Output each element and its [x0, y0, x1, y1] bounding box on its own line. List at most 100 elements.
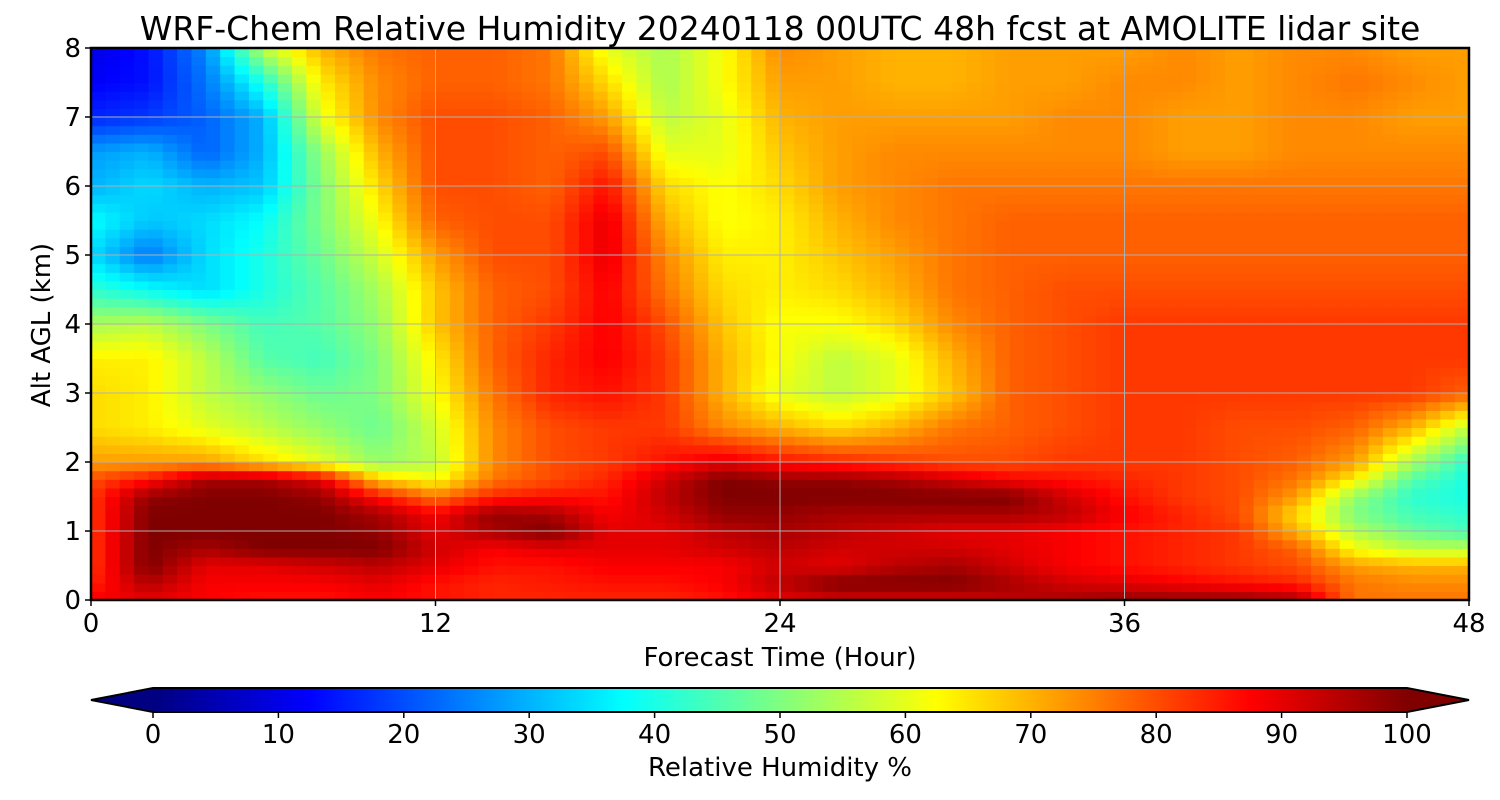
heatmap-cell [435, 306, 451, 316]
heatmap-cell [335, 272, 350, 282]
heatmap-cell [521, 341, 537, 351]
heatmap-cell [1124, 531, 1140, 541]
heatmap-cell [780, 246, 795, 256]
heatmap-cell [306, 341, 322, 351]
heatmap-cell [823, 160, 839, 170]
heatmap-cell [909, 565, 925, 575]
heatmap-cell [823, 298, 839, 308]
heatmap-cell [823, 436, 839, 446]
heatmap-cell [421, 263, 437, 273]
heatmap-cell [306, 375, 322, 385]
heatmap-cell [1425, 332, 1441, 342]
heatmap-cell [909, 513, 925, 523]
heatmap-cell [823, 496, 839, 506]
heatmap-cell [1210, 427, 1226, 437]
heatmap-cell [622, 565, 638, 575]
heatmap-cell [636, 470, 652, 480]
heatmap-cell [851, 237, 867, 247]
heatmap-cell [1153, 211, 1169, 222]
heatmap-cell [248, 513, 264, 523]
heatmap-cell [736, 427, 752, 437]
heatmap-cell [492, 556, 508, 567]
heatmap-cell [751, 289, 767, 299]
heatmap-cell [1153, 237, 1169, 247]
heatmap-cell [507, 427, 523, 437]
heatmap-cell [1368, 479, 1384, 489]
heatmap-cell [378, 582, 394, 592]
heatmap-cell [823, 470, 839, 480]
heatmap-cell [1009, 418, 1025, 429]
heatmap-cell [909, 591, 925, 601]
heatmap-cell [564, 229, 580, 239]
heatmap-cell [1454, 462, 1470, 472]
heatmap-cell [665, 341, 681, 351]
heatmap-cell [105, 436, 121, 446]
heatmap-cell [952, 263, 968, 273]
heatmap-cell [823, 591, 839, 601]
heatmap-cell [148, 211, 164, 222]
heatmap-cell [1354, 211, 1370, 222]
heatmap-cell [248, 229, 264, 239]
heatmap-cell [607, 453, 623, 463]
heatmap-cell [1024, 229, 1039, 239]
heatmap-cell [363, 298, 379, 308]
heatmap-cell [980, 393, 996, 403]
heatmap-cell [205, 246, 221, 256]
heatmap-cell [995, 341, 1011, 351]
heatmap-cell [1368, 444, 1384, 454]
heatmap-cell [291, 427, 307, 437]
heatmap-cell [1196, 574, 1212, 584]
heatmap-cell [679, 496, 695, 506]
heatmap-cell [464, 539, 480, 549]
heatmap-cell [435, 315, 451, 325]
heatmap-cell [105, 263, 121, 273]
heatmap-cell [564, 496, 580, 506]
heatmap-cell [421, 229, 437, 239]
heatmap-cell [564, 306, 580, 316]
heatmap-cell [837, 220, 853, 230]
heatmap-cell [1167, 315, 1183, 325]
heatmap-cell [1253, 220, 1269, 230]
heatmap-cell [1354, 444, 1370, 454]
heatmap-cell [894, 565, 910, 575]
heatmap-cell [1124, 220, 1140, 230]
heatmap-cell [794, 487, 810, 498]
heatmap-cell [134, 229, 150, 239]
heatmap-cell [1167, 410, 1183, 420]
heatmap-cell [1239, 332, 1255, 342]
heatmap-cell [837, 393, 853, 403]
heatmap-cell [1397, 237, 1413, 247]
heatmap-cell [335, 505, 350, 515]
heatmap-cell [1282, 203, 1298, 213]
heatmap-cell [650, 220, 666, 230]
heatmap-cell [780, 582, 795, 592]
heatmap-cell [1210, 487, 1226, 498]
heatmap-cell [535, 522, 551, 532]
heatmap-cell [1153, 349, 1169, 360]
heatmap-cell [105, 280, 121, 291]
heatmap-cell [1411, 479, 1427, 489]
heatmap-cell [507, 539, 523, 549]
heatmap-cell [234, 462, 250, 472]
heatmap-cell [234, 306, 250, 316]
heatmap-cell [765, 375, 781, 385]
heatmap-cell [1282, 177, 1298, 187]
heatmap-cell [550, 418, 566, 429]
heatmap-cell [1067, 539, 1083, 549]
heatmap-cell [320, 332, 336, 342]
heatmap-cell [851, 375, 867, 385]
heatmap-cell [550, 574, 566, 584]
heatmap-cell [995, 289, 1011, 299]
heatmap-cell [708, 565, 724, 575]
heatmap-cell [535, 237, 551, 247]
heatmap-cell [1282, 574, 1298, 584]
heatmap-cell [105, 315, 121, 325]
heatmap-cell [650, 556, 666, 567]
heatmap-cell [191, 194, 207, 204]
heatmap-cell [1397, 410, 1413, 420]
heatmap-cell [248, 487, 264, 498]
heatmap-cell [1368, 401, 1384, 411]
heatmap-cell [535, 436, 551, 446]
heatmap-cell [693, 393, 709, 403]
heatmap-cell [177, 263, 193, 273]
